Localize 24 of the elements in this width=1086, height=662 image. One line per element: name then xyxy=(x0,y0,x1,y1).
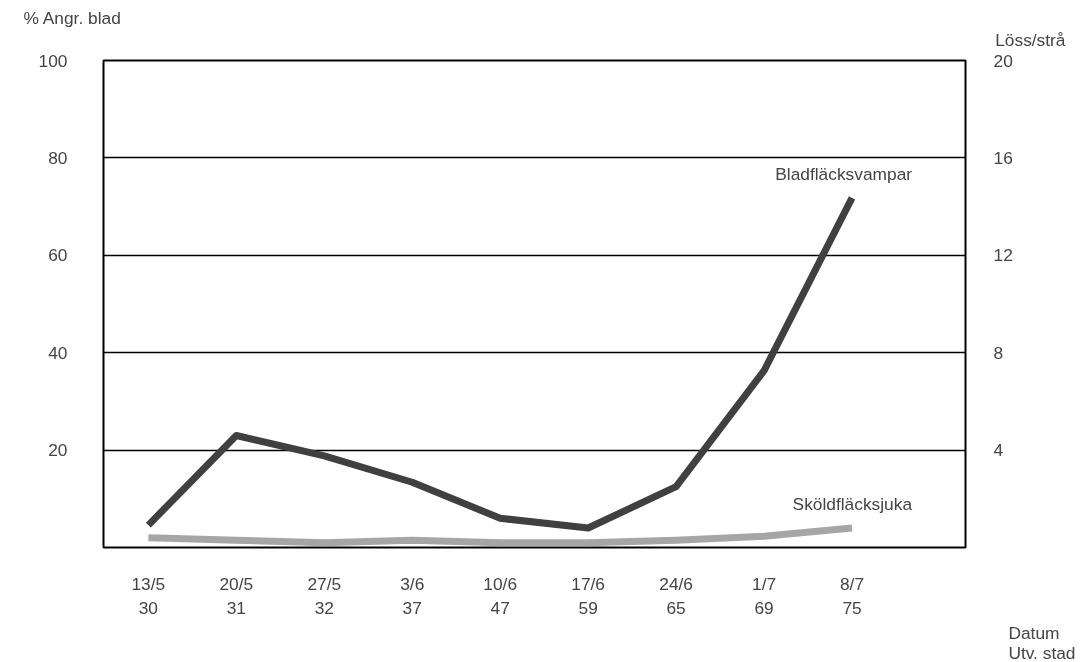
x-tick-label: 3/6 37 xyxy=(400,573,425,618)
y2-tick-label: 20 xyxy=(993,50,1013,71)
y-axis-title: % Angr. blad xyxy=(23,7,121,28)
series-label: Bladfläcksvampar xyxy=(775,163,913,184)
y-tick-label: 80 xyxy=(48,147,68,168)
y-tick-label: 20 xyxy=(48,440,68,461)
y2-tick-label: 8 xyxy=(993,342,1004,363)
x-tick-label: 1/7 69 xyxy=(752,573,777,618)
x-tick-label: 10/6 47 xyxy=(483,573,518,618)
y-tick-label: 40 xyxy=(48,342,68,363)
x-tick-label: 17/6 59 xyxy=(571,573,606,618)
x-tick-label: 20/5 31 xyxy=(219,573,254,618)
y-tick-label: 60 xyxy=(48,245,68,266)
x-tick-label: 13/5 30 xyxy=(131,573,166,618)
y2-axis-title: Löss/strå xyxy=(995,29,1066,50)
x-tick-label: 24/6 65 xyxy=(659,573,693,618)
y-tick-label: 100 xyxy=(38,50,68,71)
x-axis-title: Datum Utv. stad xyxy=(1008,622,1076,662)
series-label: Sköldfläcksjuka xyxy=(792,494,913,515)
y2-tick-label: 16 xyxy=(993,147,1013,168)
x-tick-label: 8/7 75 xyxy=(839,573,865,618)
x-tick-label: 27/5 32 xyxy=(307,573,342,618)
y2-tick-label: 12 xyxy=(993,245,1013,266)
y2-tick-label: 4 xyxy=(993,440,1004,461)
